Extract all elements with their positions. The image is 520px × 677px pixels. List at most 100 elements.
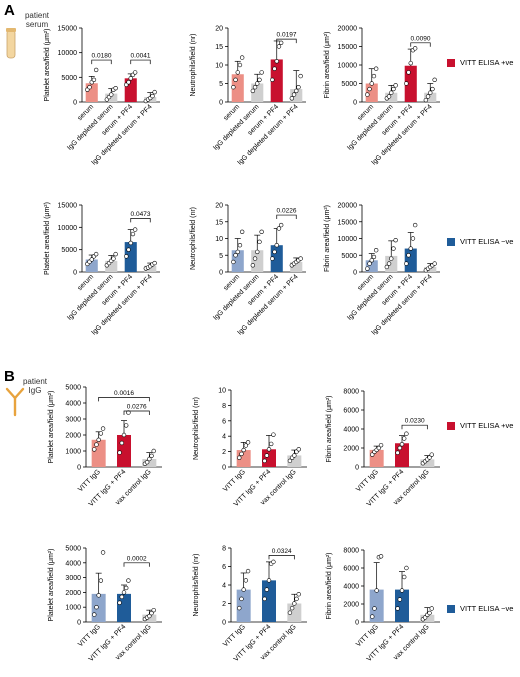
data-point bbox=[404, 81, 409, 86]
chart-A-neg-platelet: 0 5000 10000 15000 Platelet area/field (μm²)… bbox=[44, 202, 160, 337]
data-point bbox=[393, 237, 398, 243]
y-tick-label: 5000 bbox=[61, 75, 77, 82]
data-point bbox=[255, 249, 260, 255]
data-point bbox=[389, 256, 394, 261]
data-point bbox=[259, 229, 264, 235]
legend-b-positive: VITT ELISA +ve bbox=[447, 421, 513, 430]
significance-bracket bbox=[130, 218, 151, 223]
data-point bbox=[276, 226, 282, 231]
data-point bbox=[113, 251, 118, 257]
bar bbox=[395, 589, 409, 622]
legend-a-negative: VITT ELISA −ve bbox=[447, 237, 513, 246]
chart-B-neg-platelet: 0 1000 2000 3000 4000 5000 Platelet area/field… bbox=[48, 546, 162, 663]
data-point bbox=[124, 254, 129, 259]
y-tick-label: 15000 bbox=[338, 44, 358, 51]
data-point bbox=[239, 596, 244, 602]
data-point bbox=[376, 445, 382, 451]
data-point bbox=[373, 66, 379, 71]
data-point bbox=[100, 550, 106, 555]
data-point bbox=[271, 432, 276, 437]
chart-B-pos-fibrin: 0 2000 4000 6000 8000 Fibrin area/field (μm²)… bbox=[326, 389, 440, 508]
bar bbox=[287, 455, 302, 467]
data-point bbox=[365, 266, 370, 271]
bar bbox=[404, 65, 417, 102]
y-tick-label: 2 bbox=[222, 601, 226, 608]
y-tick-label: 5000 bbox=[341, 253, 357, 260]
data-point bbox=[395, 606, 400, 611]
data-point bbox=[98, 431, 104, 436]
y-tick-label: 6 bbox=[222, 564, 226, 571]
data-point bbox=[278, 40, 284, 45]
data-point bbox=[412, 46, 418, 51]
data-point bbox=[393, 83, 398, 88]
data-point bbox=[276, 44, 282, 49]
data-point bbox=[241, 587, 246, 592]
data-point bbox=[397, 445, 402, 451]
significance-bracket bbox=[410, 42, 431, 47]
y-tick-label: 20 bbox=[215, 26, 223, 33]
bar bbox=[395, 443, 409, 467]
y-tick-label: 4 bbox=[222, 583, 226, 590]
data-point bbox=[113, 85, 118, 91]
data-point bbox=[274, 243, 279, 248]
y-tick-label: 1000 bbox=[65, 449, 81, 456]
data-point bbox=[100, 426, 106, 431]
y-axis-label: Fibrin area/field (μm²) bbox=[324, 31, 331, 98]
y-tick-label: 6 bbox=[222, 418, 226, 425]
data-point bbox=[271, 559, 276, 565]
data-point bbox=[239, 451, 244, 457]
data-point bbox=[237, 605, 242, 611]
data-point bbox=[126, 578, 131, 583]
y-tick-label: 0 bbox=[222, 620, 226, 627]
data-point bbox=[245, 440, 251, 445]
data-point bbox=[128, 240, 133, 246]
data-point bbox=[395, 450, 400, 455]
legend-swatch-positive bbox=[447, 421, 455, 430]
data-point bbox=[126, 247, 131, 252]
data-point bbox=[231, 84, 236, 90]
y-tick-label: 4000 bbox=[343, 427, 359, 434]
bar bbox=[385, 92, 398, 102]
p-value-label: 0.0230 bbox=[405, 418, 425, 425]
y-tick-label: 10000 bbox=[338, 63, 358, 70]
bar bbox=[105, 93, 118, 102]
data-point bbox=[423, 97, 429, 103]
y-tick-label: 20000 bbox=[338, 26, 358, 33]
data-point bbox=[241, 447, 246, 453]
legend-label-negative: VITT ELISA −ve bbox=[460, 604, 514, 613]
data-point bbox=[121, 590, 127, 595]
y-axis-label: Neutrophils/field (nr) bbox=[193, 553, 200, 616]
bar bbox=[91, 593, 106, 622]
y-tick-label: 8000 bbox=[343, 389, 359, 396]
y-axis-label: Neutrophils/field (nr) bbox=[190, 33, 197, 96]
chart-A-neg-fibrin: 0 5000 10000 15000 20000 Fibrin area/field (μ… bbox=[324, 203, 440, 337]
data-point bbox=[371, 254, 377, 260]
data-point bbox=[389, 90, 394, 95]
data-point bbox=[152, 89, 157, 95]
significance-bracket bbox=[401, 424, 428, 430]
y-tick-label: 5000 bbox=[65, 385, 81, 392]
data-point bbox=[294, 596, 299, 602]
y-tick-label: 0 bbox=[73, 100, 77, 107]
data-point bbox=[287, 610, 293, 615]
y-tick-label: 10000 bbox=[58, 225, 78, 232]
data-point bbox=[289, 96, 295, 101]
y-tick-label: 2000 bbox=[343, 446, 359, 453]
y-tick-label: 0 bbox=[73, 270, 77, 277]
bar bbox=[117, 593, 131, 622]
y-tick-label: 5000 bbox=[341, 81, 357, 88]
data-point bbox=[370, 614, 375, 619]
data-point bbox=[384, 264, 390, 270]
data-point bbox=[289, 605, 295, 611]
legend-swatch-positive bbox=[447, 58, 455, 67]
data-point bbox=[386, 261, 392, 266]
data-point bbox=[96, 437, 101, 442]
data-point bbox=[259, 70, 264, 75]
bar bbox=[91, 439, 106, 467]
patient-serum-label: patient serum bbox=[24, 11, 50, 29]
y-tick-label: 10000 bbox=[338, 236, 358, 243]
data-point bbox=[239, 55, 245, 60]
